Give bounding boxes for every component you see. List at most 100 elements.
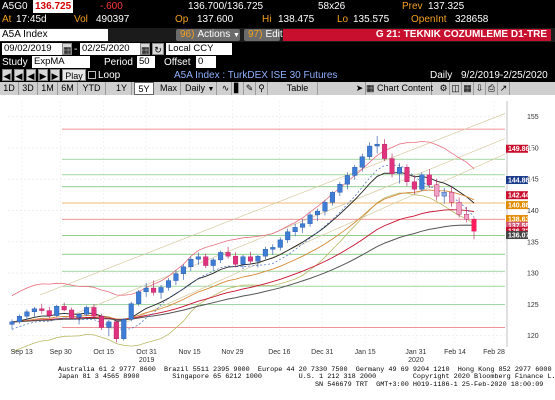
- annotate-icon[interactable]: ✎: [244, 82, 256, 95]
- period-1m-button[interactable]: 1M: [38, 82, 58, 95]
- candle-body: [329, 192, 335, 203]
- price-level-tag: [506, 215, 528, 224]
- interval-select[interactable]: Daily ▼: [183, 82, 217, 95]
- candle-body: [46, 310, 52, 316]
- edit-menu-label: Edit: [265, 29, 283, 40]
- candle-body: [359, 156, 365, 168]
- interval-label: Daily: [185, 83, 206, 93]
- candle-body: [180, 266, 186, 274]
- security-input[interactable]: A5A Index: [0, 29, 108, 41]
- open-label: Op: [175, 14, 189, 25]
- refresh-icon[interactable]: ↻: [152, 43, 164, 55]
- price-level-tag: [506, 144, 528, 153]
- high-label: Hi: [262, 14, 272, 25]
- price-chart[interactable]: 155 150 145 140 135 130 125 120 149.864 144.869 14…: [0, 95, 555, 364]
- period-6m-button[interactable]: 6M: [58, 82, 78, 95]
- offset-field[interactable]: 0: [196, 56, 216, 68]
- candle-body: [151, 287, 157, 293]
- period-5y-button[interactable]: 5Y: [134, 82, 154, 95]
- candle-body: [113, 321, 119, 339]
- step-back-icon[interactable]: ◀: [14, 69, 24, 81]
- export-icon[interactable]: ⇩: [474, 82, 486, 95]
- period-3d-button[interactable]: 3D: [19, 82, 38, 95]
- bar-chart-icon[interactable]: ▋: [232, 82, 244, 95]
- candle-body: [441, 192, 447, 197]
- step-back-icon[interactable]: ◀: [26, 69, 36, 81]
- candle-body: [307, 214, 313, 224]
- x-tick-label: Dec 16: [268, 349, 290, 356]
- x-tick-label: Jan 15: [355, 349, 376, 356]
- candle-body: [247, 256, 253, 262]
- candle-body: [292, 227, 298, 232]
- play-button[interactable]: Play: [62, 69, 86, 81]
- period-1d-button[interactable]: 1D: [0, 82, 19, 95]
- loop-checkbox[interactable]: [88, 71, 96, 79]
- candle-body: [98, 316, 104, 328]
- loop-label: Loop: [98, 70, 121, 81]
- currency-select[interactable]: Local CCY: [166, 43, 232, 55]
- candle-body: [91, 307, 97, 317]
- candle-body: [203, 256, 209, 266]
- start-date-field[interactable]: 09/02/2019: [2, 43, 62, 55]
- last-price: 136.725: [33, 0, 74, 13]
- candle-body: [382, 143, 388, 159]
- share-icon[interactable]: ↗: [498, 82, 510, 95]
- print-icon[interactable]: ⎙: [486, 82, 498, 95]
- layout-icon[interactable]: ◫: [450, 82, 462, 95]
- candle-body: [218, 252, 224, 261]
- candle-body: [106, 321, 112, 328]
- candle-body: [61, 306, 67, 311]
- period-field[interactable]: 50: [137, 56, 155, 68]
- settings-icon[interactable]: ⚙: [438, 82, 450, 95]
- table-button[interactable]: Table: [278, 82, 318, 95]
- pointer-icon[interactable]: ➤: [354, 82, 366, 95]
- actions-menu[interactable]: 96) Actions ▼: [176, 29, 240, 41]
- price-level-label: 149.864: [508, 146, 533, 153]
- period-max-button[interactable]: Max: [157, 82, 181, 95]
- bid-ask: 136.700/136.725: [188, 1, 264, 12]
- zoom-icon[interactable]: ⚲: [256, 82, 268, 95]
- ema-10-line: [11, 171, 475, 323]
- date-range-label: 9/2/2019-2/25/2020: [461, 70, 548, 81]
- step-back-icon[interactable]: ◀: [2, 69, 12, 81]
- x-tick-label: Oct 15: [93, 349, 114, 356]
- calendar-icon[interactable]: ▦: [62, 43, 72, 55]
- price-level-label: 136.075: [508, 232, 533, 239]
- line-chart-icon[interactable]: ∿: [220, 82, 232, 95]
- bollinger-lower-line: [11, 192, 475, 353]
- price-level-tag: [506, 231, 528, 240]
- candle-body: [76, 314, 82, 318]
- end-date-field[interactable]: 02/25/2020: [80, 43, 140, 55]
- candle-body: [322, 202, 328, 212]
- candle-body: [54, 306, 60, 316]
- y-tick-label: 135: [527, 239, 539, 246]
- candle-body: [16, 316, 22, 323]
- candle-body: [464, 214, 470, 220]
- x-tick-label: Sep 30: [50, 349, 72, 356]
- edit-menu[interactable]: 97) Edit: [244, 29, 283, 41]
- y-tick-label: 130: [527, 271, 539, 278]
- playback-bar: ◀ ◀ ◀ ▶ ▶ Play Loop A5A Index : TurkDEX …: [0, 69, 555, 82]
- prev-label: Prev: [402, 1, 423, 12]
- study-select[interactable]: ExpMA: [32, 56, 90, 68]
- step-forward-icon[interactable]: ▶: [38, 69, 48, 81]
- grid-icon[interactable]: ▦: [462, 82, 474, 95]
- quote-row-2: At 17:45d Vol 490397 Op 137.600 Hi 138.4…: [0, 13, 555, 26]
- edit-menu-number: 97): [248, 29, 263, 40]
- chart-canvas[interactable]: 155 150 145 140 135 130 125 120 149.864 144.869 14…: [0, 95, 555, 364]
- price-level-tag: [506, 226, 528, 235]
- x-tick-label: Oct 31: [136, 349, 157, 356]
- price-change: -.600: [100, 1, 123, 12]
- period-ytd-button[interactable]: YTD: [78, 82, 106, 95]
- calendar-icon[interactable]: ▦: [140, 43, 150, 55]
- step-forward-icon[interactable]: ▶: [50, 69, 60, 81]
- x-tick-label: Dec 31: [311, 349, 333, 356]
- chart-content-button[interactable]: ▦ Chart Content: [366, 82, 433, 95]
- candle-body: [121, 319, 127, 339]
- low-label: Lo: [337, 14, 349, 25]
- period-1y-button[interactable]: 1Y: [112, 82, 132, 95]
- candlestick-series: [9, 136, 477, 343]
- y-tick-label: 120: [527, 333, 539, 340]
- candle-body: [300, 223, 306, 228]
- y-tick-label: 125: [527, 302, 539, 309]
